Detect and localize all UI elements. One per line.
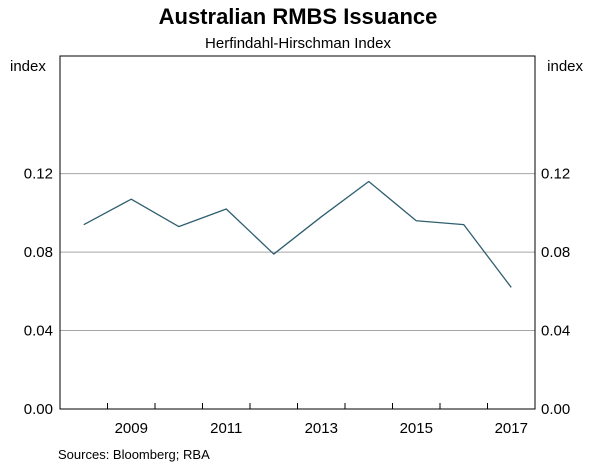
data-point — [273, 253, 275, 255]
data-point — [83, 224, 85, 226]
x-tick-labels: 2009 2011 2013 2015 2017 — [115, 420, 528, 437]
data-point — [178, 226, 180, 228]
x-tick-label: 2009 — [115, 420, 148, 437]
x-tick-marks — [107, 403, 488, 409]
x-tick-label: 2017 — [495, 420, 528, 437]
y-tick-label: 0.04 — [541, 323, 570, 340]
data-point — [368, 181, 370, 183]
x-tick-label: 2015 — [400, 420, 433, 437]
y-tick-label: 0.04 — [24, 323, 53, 340]
plot-frame — [59, 55, 536, 410]
y-tick-label: 0.00 — [541, 401, 570, 418]
data-point — [415, 220, 417, 222]
data-point — [510, 286, 512, 288]
data-point — [130, 198, 132, 200]
y-tick-label: 0.00 — [24, 401, 53, 418]
left-y-tick-labels: 0.00 0.04 0.08 0.12 — [24, 166, 53, 418]
left-axis-unit: index — [10, 58, 46, 75]
y-tick-label: 0.12 — [24, 166, 53, 183]
data-point — [320, 216, 322, 218]
x-tick-label: 2013 — [305, 420, 338, 437]
series-line — [83, 180, 512, 288]
chart-source: Sources: Bloomberg; RBA — [58, 447, 210, 462]
y-tick-label: 0.08 — [541, 244, 570, 261]
chart-subtitle: Herfindahl-Hirschman Index — [205, 35, 391, 52]
data-point — [225, 208, 227, 210]
x-tick-label: 2011 — [210, 420, 242, 437]
right-axis-unit: index — [547, 58, 583, 75]
y-tick-label: 0.12 — [541, 166, 570, 183]
data-point — [463, 224, 465, 226]
chart-title: Australian RMBS Issuance — [159, 4, 438, 29]
series-layer — [83, 180, 512, 288]
y-tick-label: 0.08 — [24, 244, 53, 261]
gridlines — [60, 173, 535, 332]
right-y-tick-labels: 0.00 0.04 0.08 0.12 — [541, 166, 570, 418]
